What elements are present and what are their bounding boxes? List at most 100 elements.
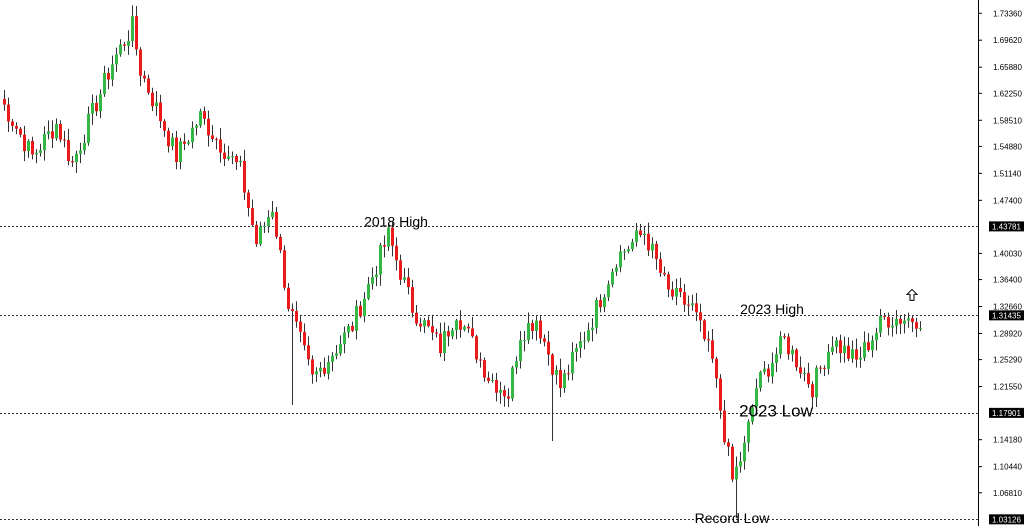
candle-up <box>75 153 78 163</box>
candle-down <box>715 358 718 379</box>
candle-up <box>527 323 530 341</box>
candle-down <box>215 138 218 140</box>
candle-up <box>643 233 646 236</box>
candle-up <box>119 44 122 55</box>
candle-down <box>867 342 870 351</box>
candle-up <box>99 94 102 112</box>
candle-down <box>727 442 730 447</box>
candle-down <box>663 272 666 275</box>
candle-up <box>463 326 466 330</box>
candle-down <box>427 320 430 327</box>
candle-up <box>619 251 622 268</box>
candle-up <box>343 332 346 345</box>
candle-up <box>903 320 906 324</box>
candle-down <box>399 260 402 280</box>
candle-down <box>291 309 294 311</box>
candle-down <box>695 303 698 313</box>
level-price-tag-label: 1.43781 <box>992 222 1021 231</box>
candle-up <box>815 367 818 398</box>
candle-down <box>807 372 810 385</box>
annotation-label: 2023 Low <box>739 401 813 420</box>
candle-up <box>91 102 94 114</box>
candle-down <box>811 384 814 398</box>
candle-up <box>891 325 894 328</box>
candle-up <box>43 134 46 151</box>
candle-down <box>599 300 602 308</box>
candle-up <box>863 342 866 358</box>
candle-up <box>199 111 202 126</box>
candle-up <box>571 351 574 374</box>
candle-down <box>543 338 546 342</box>
candle-down <box>299 321 302 332</box>
candle-up <box>79 150 82 154</box>
candle-up <box>603 297 606 308</box>
candle-up <box>607 284 610 298</box>
y-tick-label: 1.69620 <box>993 36 1022 45</box>
candle-up <box>127 40 130 46</box>
candle-up <box>455 320 458 331</box>
price-axis: 1.73360 1.69620 1.65880 1.62250 1.58510 1.548… <box>978 9 1024 525</box>
candle-down <box>415 312 418 324</box>
candle-up <box>367 283 370 299</box>
level-price-tag <box>989 310 1024 321</box>
candle-down <box>11 121 14 126</box>
candle-down <box>307 345 310 360</box>
candle-up <box>231 156 234 158</box>
candle-up <box>511 367 514 399</box>
candle-down <box>167 130 170 147</box>
candle-down <box>447 331 450 337</box>
candle-up <box>39 150 42 153</box>
level-price-tag-label: 1.17901 <box>992 409 1021 418</box>
candle-up <box>115 54 118 65</box>
candle-up <box>759 371 762 389</box>
candle-down <box>243 160 246 193</box>
candle-down <box>483 360 486 378</box>
candle-down <box>783 336 786 338</box>
candle-down <box>19 128 22 135</box>
candle-down <box>391 227 394 246</box>
candle-down <box>95 102 98 112</box>
candle-down <box>855 349 858 360</box>
y-tick-label: 1.65880 <box>993 63 1022 72</box>
candle-up <box>587 330 590 341</box>
candle-down <box>539 320 542 339</box>
candle-down <box>679 287 682 293</box>
candle-up <box>379 245 382 275</box>
candle-down <box>899 318 902 324</box>
candle-down <box>31 140 34 155</box>
level-price-tag <box>989 221 1024 232</box>
candle-up <box>763 368 766 372</box>
candle-up <box>627 249 630 252</box>
candle-down <box>3 98 6 105</box>
candle-down <box>551 354 554 375</box>
candle-up <box>491 379 494 381</box>
y-tick-label: 1.51140 <box>993 169 1022 178</box>
candle-down <box>687 304 690 306</box>
candle-up <box>195 125 198 128</box>
candle-up <box>827 351 830 369</box>
candle-down <box>479 359 482 361</box>
candle-up <box>387 227 390 247</box>
candle-down <box>707 339 710 341</box>
candle-up <box>355 305 358 331</box>
candle-down <box>711 340 714 359</box>
candle-down <box>283 250 286 288</box>
candle-up <box>595 300 598 328</box>
candle-up <box>87 113 90 144</box>
candle-up <box>83 143 86 151</box>
y-tick-label: 1.58510 <box>993 116 1022 125</box>
candle-down <box>767 368 770 377</box>
candle-down <box>839 340 842 354</box>
candle-down <box>163 121 166 131</box>
candle-up <box>611 271 614 285</box>
candle-down <box>59 123 62 140</box>
candle-down <box>655 243 658 260</box>
candle-up <box>775 354 778 364</box>
candle-up <box>843 345 846 354</box>
candle-up <box>443 331 446 354</box>
candle-down <box>639 230 642 236</box>
candle-up <box>55 123 58 139</box>
candle-down <box>531 323 534 332</box>
candle-down <box>823 367 826 369</box>
candle-down <box>915 322 918 329</box>
